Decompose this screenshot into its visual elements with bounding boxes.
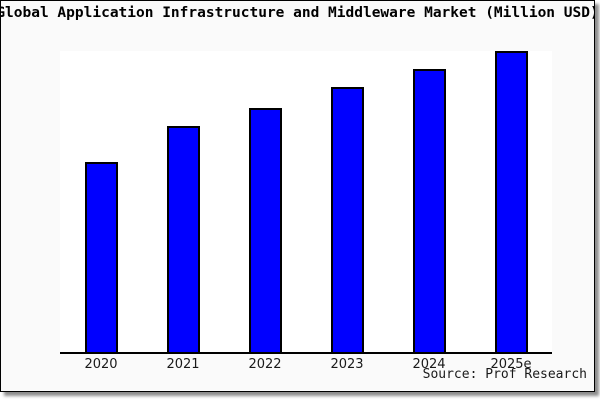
bar-2021 [166,126,200,352]
bar-2023 [330,87,364,352]
bar-2025e [494,51,528,352]
x-axis-labels: 2020 2021 2022 2023 2024 2025e [1,357,594,373]
x-tick-label-2022: 2022 [248,357,282,372]
source-credit: Source: Prof Research [422,367,587,382]
x-tick-label-2024: 2024 [412,357,446,372]
bar-2022 [248,108,282,352]
x-tick-label-2021: 2021 [166,357,200,372]
x-tick-label-2025e: 2025e [490,357,532,372]
x-tick-label-2023: 2023 [330,357,364,372]
chart-title: Global Application Infrastructure and Mi… [1,5,594,21]
chart-title-row: Global Application Infrastructure and Mi… [1,5,594,21]
chart-canvas: Global Application Infrastructure and Mi… [0,0,595,392]
plot-area [60,51,552,354]
bar-2024 [412,69,446,352]
x-tick-label-2020: 2020 [84,357,118,372]
bar-2020 [84,162,118,352]
